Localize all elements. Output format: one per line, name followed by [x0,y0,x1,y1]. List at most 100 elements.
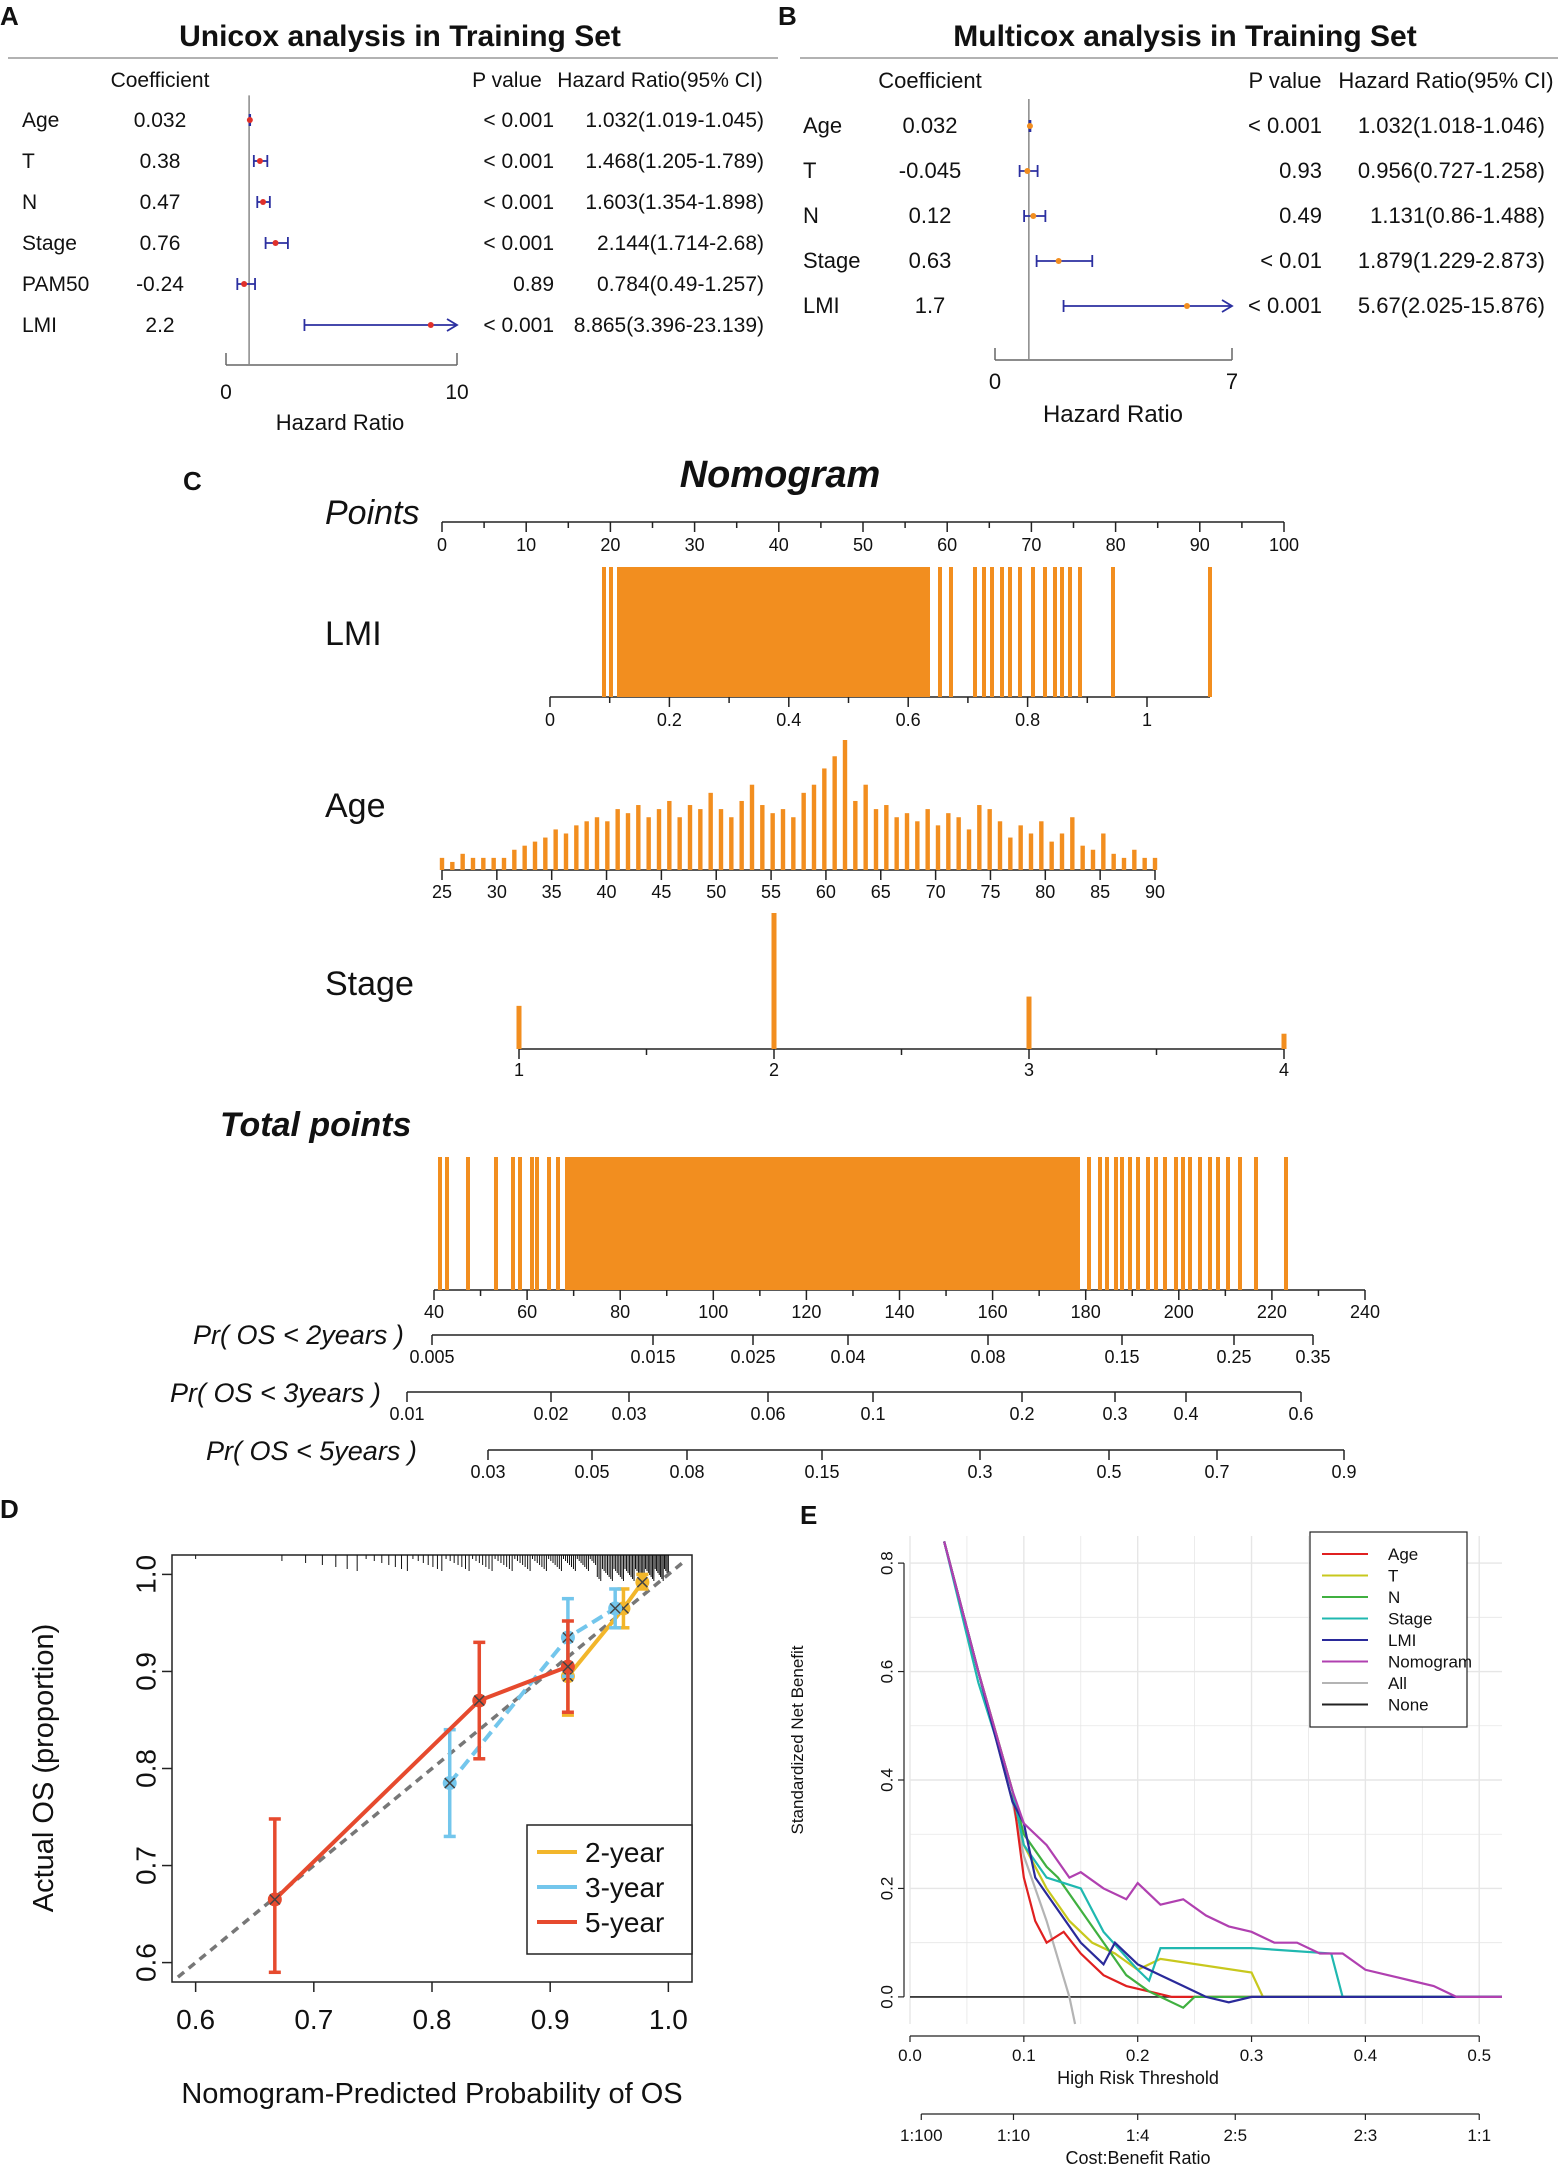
age-bar [450,861,455,870]
age-bar [1101,833,1106,870]
lmi-bar [1078,567,1082,697]
age-bar [1059,833,1065,870]
age-bar [481,857,486,870]
panel-b-forest [994,99,1234,361]
row-hazard-ratio: 0.784(0.49-1.257) [597,273,764,296]
os3-axis-tick-label: 0.02 [533,1404,568,1424]
age-bar [1028,833,1034,870]
row-hazard-ratio: 0.956(0.727-1.258) [1358,158,1545,183]
age-bar [667,800,672,870]
total-bar [1136,1157,1140,1290]
total-bar [494,1157,498,1290]
age-bar [708,792,713,870]
age-bar [563,833,569,870]
age-bar [1152,857,1158,870]
panel-a-col-hr: Hazard Ratio(95% CI) [557,69,762,92]
age-bar [646,817,651,870]
lmi-bar [1068,567,1072,697]
panel-e-xlabel2: Cost:Benefit Ratio [1065,2148,1210,2167]
os3-axis-tick-label: 0.4 [1173,1404,1198,1424]
hr-point [427,322,434,328]
os5-axis-tick-label: 0.5 [1096,1462,1121,1482]
age-label: Age [325,787,386,825]
age-bar [470,857,476,870]
total-bar [1128,1157,1132,1290]
age-bar [853,800,858,870]
age-bar [884,805,889,870]
calibration-cross [636,1576,648,1588]
os3-axis-tick-label: 0.06 [750,1404,785,1424]
total-bar [1087,1157,1091,1290]
total-bar [438,1157,442,1290]
total-bar [1254,1157,1258,1290]
total-density-band [565,1157,1080,1290]
row-hazard-ratio: 5.67(2.025-15.876) [1358,293,1545,318]
row-hazard-ratio: 1.032(1.018-1.046) [1358,113,1545,138]
panel-c: C Nomogram Points LMI Age Stage Total po… [170,454,1380,1482]
os5-axis-tick-label: 0.7 [1204,1462,1229,1482]
x-tick-label: 0.7 [294,2004,333,2035]
panel-a-col-pvalue: P value [472,69,542,92]
lmi-tick-label: 0.6 [896,710,921,730]
age-bar [894,817,899,870]
os5-axis-tick-label: 0.05 [574,1462,609,1482]
lmi-bar [1111,567,1115,697]
row-coefficient: 0.032 [134,109,187,132]
legend-entry: None [1388,1696,1429,1715]
x-tick-label: 0.1 [1012,2046,1036,2065]
lmi-bar [1031,567,1035,697]
total-tick-label: 220 [1257,1302,1287,1322]
x-tick-label: 0.9 [531,2004,570,2035]
lmi-bar [1060,567,1064,697]
age-bar [801,792,806,870]
row-coefficient: 1.7 [915,293,946,318]
row-name: LMI [803,293,840,318]
row-pvalue: < 0.01 [1260,248,1322,273]
panel-e: E 0.0 0.2 0.4 0.6 0.8 0.0 0.1 0.2 0.3 0.4 0.5 1:100… [788,1500,1502,2167]
lmi-label: LMI [325,615,382,653]
age-bar [1132,849,1137,870]
cost-benefit-tick-label: 1:100 [900,2126,943,2145]
legend-2-year: 2-year [585,1837,664,1868]
total-points-label: Total points [220,1106,411,1144]
age-tick-label: 85 [1090,882,1110,902]
panel-a-tick-min: 0 [220,381,232,404]
total-bar [1198,1157,1202,1290]
os3-axis-tick-label: 0.6 [1288,1404,1313,1424]
stage-bar [516,1005,522,1049]
total-tick-label: 240 [1350,1302,1380,1322]
calibration-cross [473,1695,485,1707]
age-bar [780,809,786,870]
points-tick-label: 30 [685,535,705,555]
age-bar [1039,821,1044,870]
lmi-bar [1000,567,1004,697]
os2-axis-tick-label: 0.25 [1216,1347,1251,1367]
lmi-tick-label: 1 [1142,710,1152,730]
panel-b-col-coefficient: Coefficient [878,68,982,93]
row-hazard-ratio: 1.131(0.86-1.488) [1370,203,1545,228]
hr-point [1055,258,1062,264]
x-tick-label: 0.6 [176,2004,215,2035]
points-tick-label: 10 [516,535,536,555]
age-bar [863,784,868,870]
points-tick-label: 40 [769,535,789,555]
legend-entry: All [1388,1674,1407,1693]
hr-point [241,281,248,287]
stage-tick-label: 2 [769,1060,779,1080]
panel-b-title: Multicox analysis in Training Set [953,20,1416,53]
panel-c-letter: C [183,466,202,496]
age-bar [760,805,765,870]
row-hazard-ratio: 2.144(1.714-2.68) [597,232,764,255]
total-bar [466,1157,470,1290]
os2-axis-tick-label: 0.08 [970,1347,1005,1367]
y-tick-label: 0.9 [130,1652,161,1691]
stage-bar [771,913,777,1049]
row-pvalue: < 0.001 [483,314,554,337]
total-tick-label: 120 [791,1302,821,1322]
row-hazard-ratio: 1.879(1.229-2.873) [1358,248,1545,273]
calibration-cross [269,1893,281,1906]
total-bar [1188,1157,1192,1290]
total-bar [1154,1157,1158,1290]
total-bar [518,1157,522,1290]
age-bar [698,809,703,870]
